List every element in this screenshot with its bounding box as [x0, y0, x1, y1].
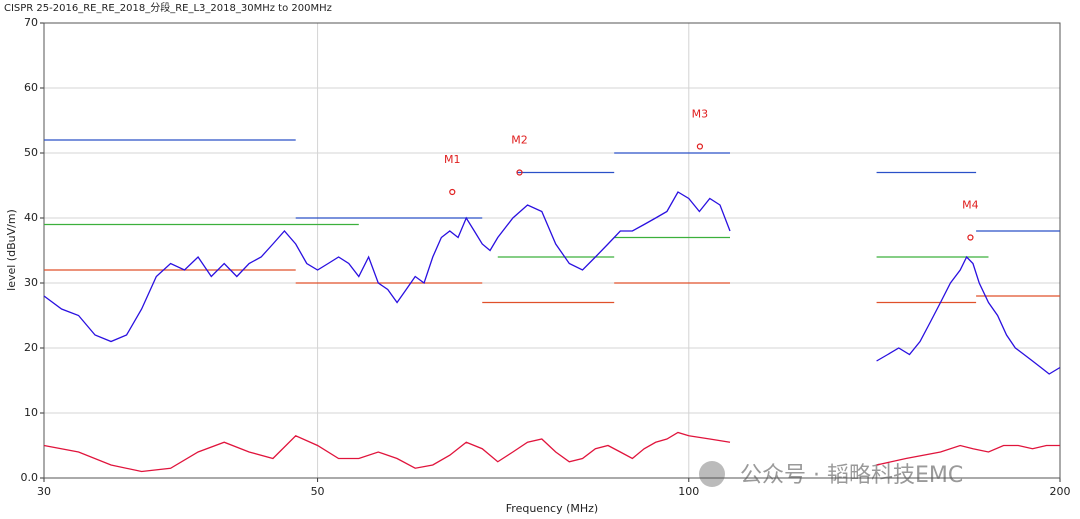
y-tick-label: 40: [24, 211, 38, 224]
watermark-icon: [699, 461, 725, 487]
marker-point: [516, 169, 523, 176]
marker-point: [967, 234, 974, 241]
y-tick-label: 50: [24, 146, 38, 159]
chart-title: CISPR 25-2016_RE_RE_2018_分段_RE_L3_2018_3…: [4, 1, 332, 14]
y-tick-label: 10: [24, 406, 38, 419]
x-tick-label: 50: [311, 485, 325, 498]
marker-label: M2: [511, 134, 528, 147]
series-line: [44, 139, 1060, 232]
watermark: 公众号 · 韬略科技EMC: [699, 461, 963, 488]
y-tick-label: 60: [24, 81, 38, 94]
series-line: [43, 431, 1060, 473]
x-axis-label: Frequency (MHz): [506, 502, 598, 515]
marker-label: M4: [962, 199, 979, 212]
y-tick-label: 30: [24, 276, 38, 289]
marker-point: [696, 143, 704, 150]
x-tick-label: 100: [678, 485, 699, 498]
series-line: [44, 269, 1060, 304]
marker-label: M3: [692, 108, 709, 121]
x-tick-label: 200: [1050, 485, 1071, 498]
y-tick-label: 70: [24, 16, 38, 29]
marker-point: [449, 188, 456, 196]
marker-label: M1: [444, 153, 461, 166]
x-tick-label: 30: [37, 485, 51, 498]
series-line: [43, 191, 1061, 375]
y-tick-label: 0.0: [21, 471, 39, 484]
y-axis-label: level (dBuV/m): [5, 209, 18, 291]
y-tick-label: 20: [24, 341, 38, 354]
watermark-text: 公众号 · 韬略科技EMC: [740, 463, 963, 488]
series-line: [44, 223, 989, 258]
plot-frame: [43, 22, 1061, 479]
